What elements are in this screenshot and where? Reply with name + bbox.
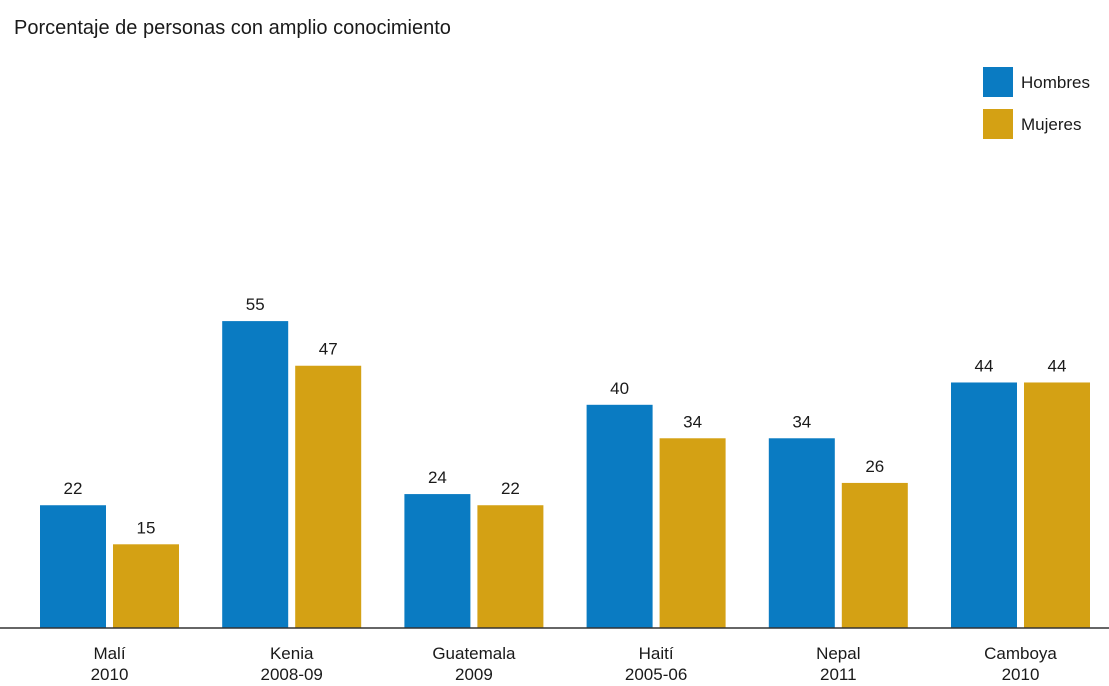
bar-nepal-hombres [768, 438, 835, 628]
x-tick-sublabel-haiti: 2005-06 [625, 665, 687, 684]
x-tick-label-kenia: Kenia [270, 644, 314, 663]
x-tick-sublabel-kenia: 2008-09 [261, 665, 323, 684]
legend-label-mujeres: Mujeres [1021, 115, 1081, 134]
bar-camboya-hombres [951, 382, 1017, 628]
x-tick-label-guatemala: Guatemala [432, 644, 516, 663]
value-label-mali-mujeres: 15 [137, 518, 156, 537]
value-label-nepal-hombres: 34 [792, 412, 811, 431]
legend: Hombres Mujeres [983, 67, 1090, 139]
x-tick-label-camboya: Camboya [984, 644, 1057, 663]
x-tick-sublabel-mali: 2010 [91, 665, 129, 684]
x-tick-label-haiti: Haití [639, 644, 674, 663]
legend-swatch-mujeres [983, 109, 1013, 139]
value-label-nepal-mujeres: 26 [865, 457, 884, 476]
bar-haiti-mujeres [659, 438, 726, 628]
bar-mali-hombres [40, 505, 106, 628]
x-tick-labels-group: Malí 2010 Kenia 2008-09 Guatemala 2009 Haití 20… [91, 644, 1058, 684]
value-label-haiti-mujeres: 34 [683, 412, 702, 431]
value-label-camboya-hombres: 44 [975, 356, 994, 375]
x-tick-sublabel-guatemala: 2009 [455, 665, 493, 684]
value-label-mali-hombres: 22 [64, 479, 83, 498]
value-label-camboya-mujeres: 44 [1048, 356, 1067, 375]
bars-group [40, 321, 1090, 628]
x-tick-sublabel-nepal: 2011 [820, 665, 857, 684]
bar-kenia-hombres [222, 321, 289, 628]
legend-swatch-hombres [983, 67, 1013, 97]
bar-haiti-hombres [586, 404, 653, 628]
bar-kenia-mujeres [295, 365, 362, 628]
value-label-kenia-hombres: 55 [246, 295, 265, 314]
bar-nepal-mujeres [841, 482, 908, 628]
legend-label-hombres: Hombres [1021, 73, 1090, 92]
x-tick-sublabel-camboya: 2010 [1002, 665, 1040, 684]
x-tick-label-nepal: Nepal [816, 644, 860, 663]
value-labels-group: 22 15 55 47 24 22 40 34 34 26 44 44 [64, 295, 1067, 537]
bar-camboya-mujeres [1024, 382, 1090, 628]
bar-mali-mujeres [113, 544, 179, 628]
value-label-guatemala-hombres: 24 [428, 468, 447, 487]
value-label-guatemala-mujeres: 22 [501, 479, 520, 498]
chart-title: Porcentaje de personas con amplio conoci… [14, 17, 451, 39]
bar-guatemala-hombres [404, 494, 471, 628]
bar-guatemala-mujeres [477, 505, 544, 628]
x-tick-label-mali: Malí [93, 644, 125, 663]
value-label-kenia-mujeres: 47 [319, 340, 338, 359]
value-label-haiti-hombres: 40 [610, 379, 629, 398]
